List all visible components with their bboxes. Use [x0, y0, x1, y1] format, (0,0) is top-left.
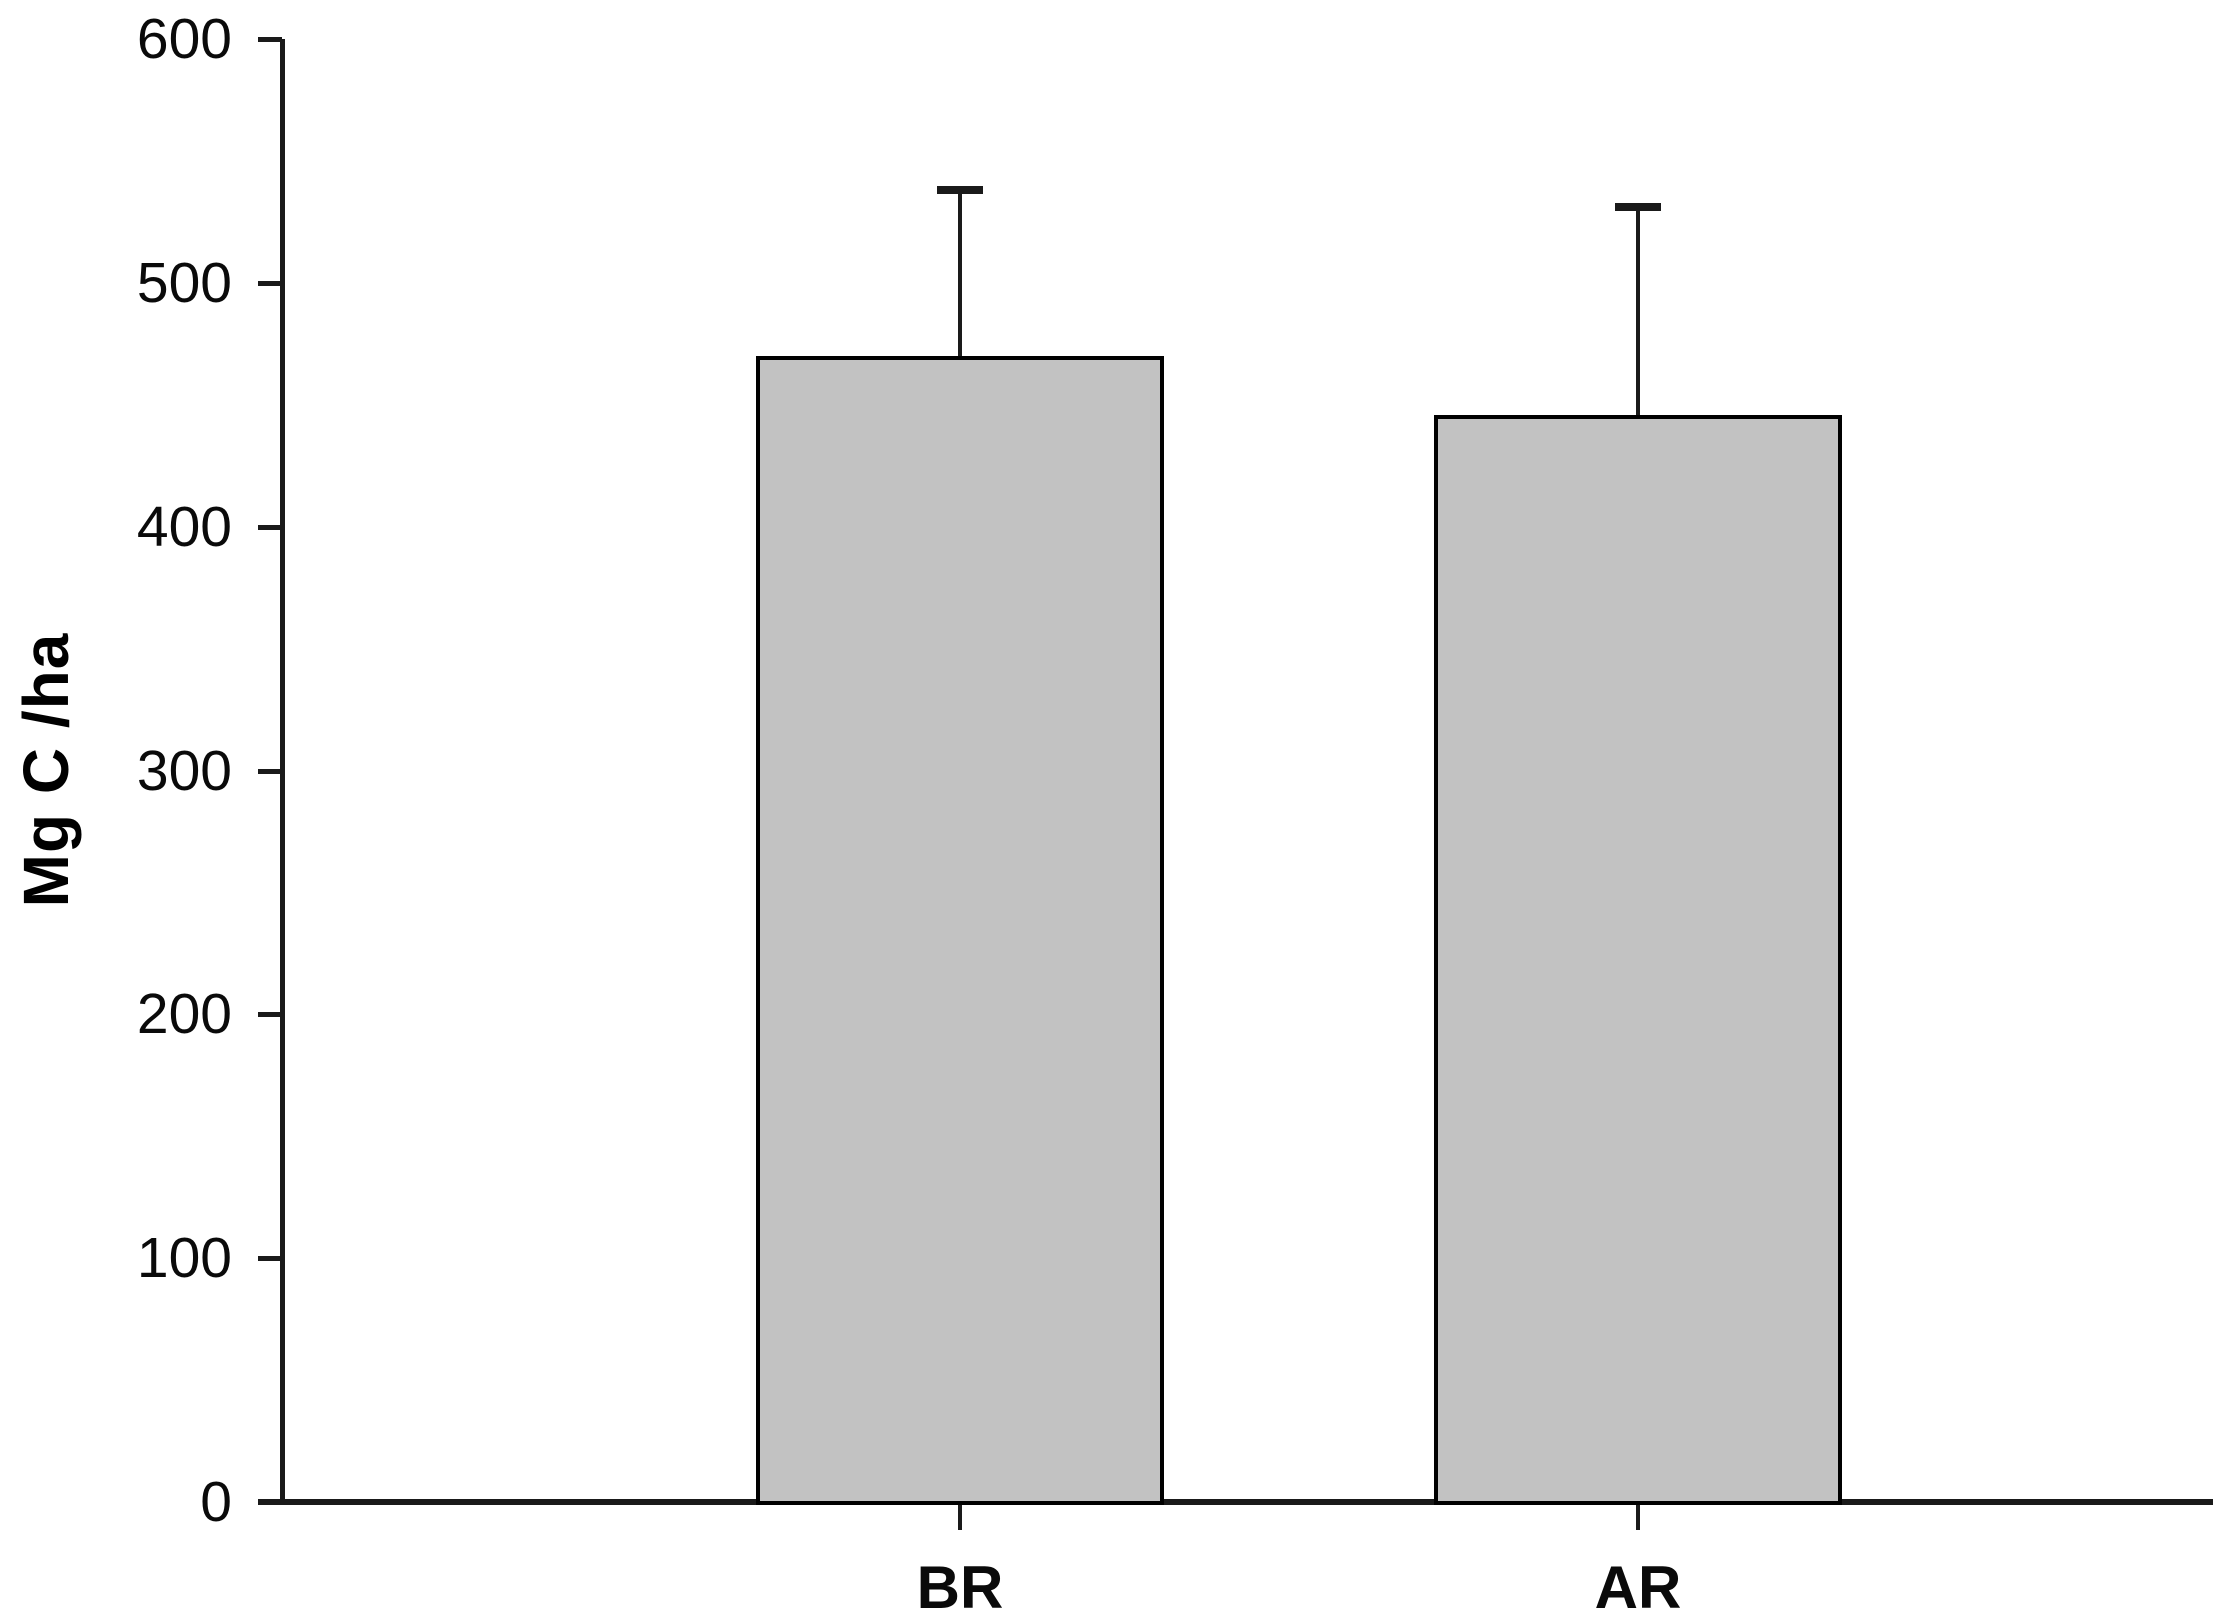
y-axis-tick: [258, 1256, 282, 1262]
x-axis-line: [258, 1499, 2213, 1505]
y-axis-tick: [258, 524, 282, 530]
y-tick-label: 600: [136, 7, 232, 71]
x-category-label-br: BR: [916, 1554, 1004, 1621]
y-axis-tick: [258, 768, 282, 774]
y-axis-tick: [258, 1012, 282, 1018]
y-tick-label: 100: [136, 1226, 232, 1291]
error-bar-stem: [958, 190, 962, 360]
y-tick-label: 400: [136, 494, 232, 559]
bar-br: [756, 355, 1164, 1505]
x-axis-tick: [1636, 1505, 1640, 1530]
y-axis-tick: [258, 37, 282, 42]
y-tick-label: 0: [200, 1470, 232, 1534]
y-axis-line: [280, 39, 285, 1505]
error-bar-stem: [1636, 207, 1640, 419]
x-axis-tick: [958, 1505, 962, 1530]
error-bar-cap: [1615, 203, 1661, 212]
error-bar-cap: [937, 186, 983, 195]
y-tick-label: 200: [136, 982, 232, 1047]
y-axis-tick: [258, 1500, 282, 1505]
y-tick-label: 500: [136, 250, 232, 315]
y-axis-tick: [258, 280, 282, 286]
x-category-label-ar: AR: [1594, 1554, 1682, 1621]
y-tick-label: 300: [136, 738, 232, 803]
bar-ar: [1434, 414, 1842, 1505]
